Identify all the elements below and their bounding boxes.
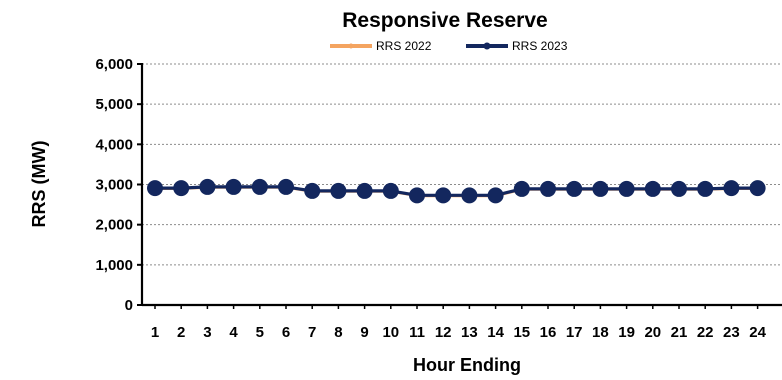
- legend-marker-2023: [483, 42, 491, 50]
- x-tick-label: 23: [723, 324, 740, 341]
- x-tick-label: 14: [487, 324, 504, 341]
- y-tick-label: 6,000: [95, 56, 133, 73]
- data-point: [723, 180, 740, 197]
- data-point: [356, 182, 373, 199]
- x-tick-label: 24: [749, 324, 766, 341]
- data-point: [330, 182, 347, 199]
- x-tick-label: 5: [256, 324, 264, 341]
- x-tick-label: 8: [334, 324, 342, 341]
- data-point: [382, 182, 399, 199]
- x-tick-label: 22: [697, 324, 714, 341]
- x-tick-label: 1: [151, 324, 159, 341]
- data-point: [618, 180, 635, 197]
- data-point: [225, 178, 242, 195]
- data-point: [147, 180, 163, 197]
- x-tick-label: 21: [671, 324, 688, 341]
- data-point: [173, 180, 190, 197]
- data-point: [409, 187, 425, 204]
- data-point: [487, 187, 504, 204]
- x-axis-ticks: 1 2 3 4 5 6 7 8 9 10 11 12 13 14 15 16 17 18 19 20 21 22 23 24: [151, 305, 767, 341]
- x-tick-label: 11: [409, 324, 425, 341]
- chart-title: Responsive Reserve: [342, 9, 547, 32]
- data-point: [697, 180, 714, 197]
- data-point: [278, 178, 294, 195]
- data-point: [540, 180, 556, 197]
- legend-marker-2022: [348, 43, 354, 49]
- y-axis-ticks: 0 1,000 2,000 3,000 4,000 5,000 6,000: [95, 56, 142, 314]
- data-point: [199, 178, 216, 195]
- data-point: [435, 187, 452, 204]
- x-tick-label: 20: [644, 324, 661, 341]
- x-axis-title: Hour Ending: [413, 355, 521, 375]
- series-group: [147, 178, 766, 204]
- y-tick-label: 3,000: [95, 177, 133, 194]
- gridlines: [142, 63, 782, 266]
- x-tick-label: 12: [435, 324, 452, 341]
- data-point: [251, 178, 268, 195]
- y-tick-label: 2,000: [95, 217, 133, 234]
- data-point: [592, 180, 609, 197]
- data-point: [566, 180, 583, 197]
- y-axis-title: RRS (MW): [29, 141, 49, 228]
- y-tick-label: 0: [125, 297, 133, 314]
- x-tick-label: 4: [229, 324, 238, 341]
- data-point: [461, 187, 478, 204]
- x-tick-label: 7: [308, 324, 316, 341]
- data-point: [644, 180, 661, 197]
- x-tick-label: 16: [540, 324, 557, 341]
- x-tick-label: 15: [513, 324, 530, 341]
- x-tick-label: 19: [618, 324, 635, 341]
- x-tick-label: 6: [282, 324, 290, 341]
- y-tick-label: 5,000: [95, 96, 133, 113]
- series-line-2023: [155, 185, 758, 197]
- data-point: [749, 180, 766, 197]
- data-point: [513, 180, 530, 197]
- legend-item-2023: RRS 2023: [466, 39, 568, 53]
- legend-item-2022: RRS 2022: [330, 39, 432, 53]
- legend: RRS 2022 RRS 2023: [330, 39, 568, 53]
- x-tick-label: 17: [566, 324, 583, 341]
- legend-label-2022: RRS 2022: [376, 39, 432, 53]
- x-tick-label: 9: [360, 324, 368, 341]
- y-tick-label: 1,000: [95, 257, 133, 274]
- legend-label-2023: RRS 2023: [512, 39, 568, 53]
- x-tick-label: 10: [382, 324, 399, 341]
- x-tick-label: 3: [203, 324, 211, 341]
- x-tick-label: 13: [461, 324, 478, 341]
- data-point: [671, 180, 687, 197]
- data-point: [304, 182, 321, 199]
- x-tick-label: 18: [592, 324, 609, 341]
- y-tick-label: 4,000: [95, 136, 133, 153]
- x-tick-label: 2: [177, 324, 185, 341]
